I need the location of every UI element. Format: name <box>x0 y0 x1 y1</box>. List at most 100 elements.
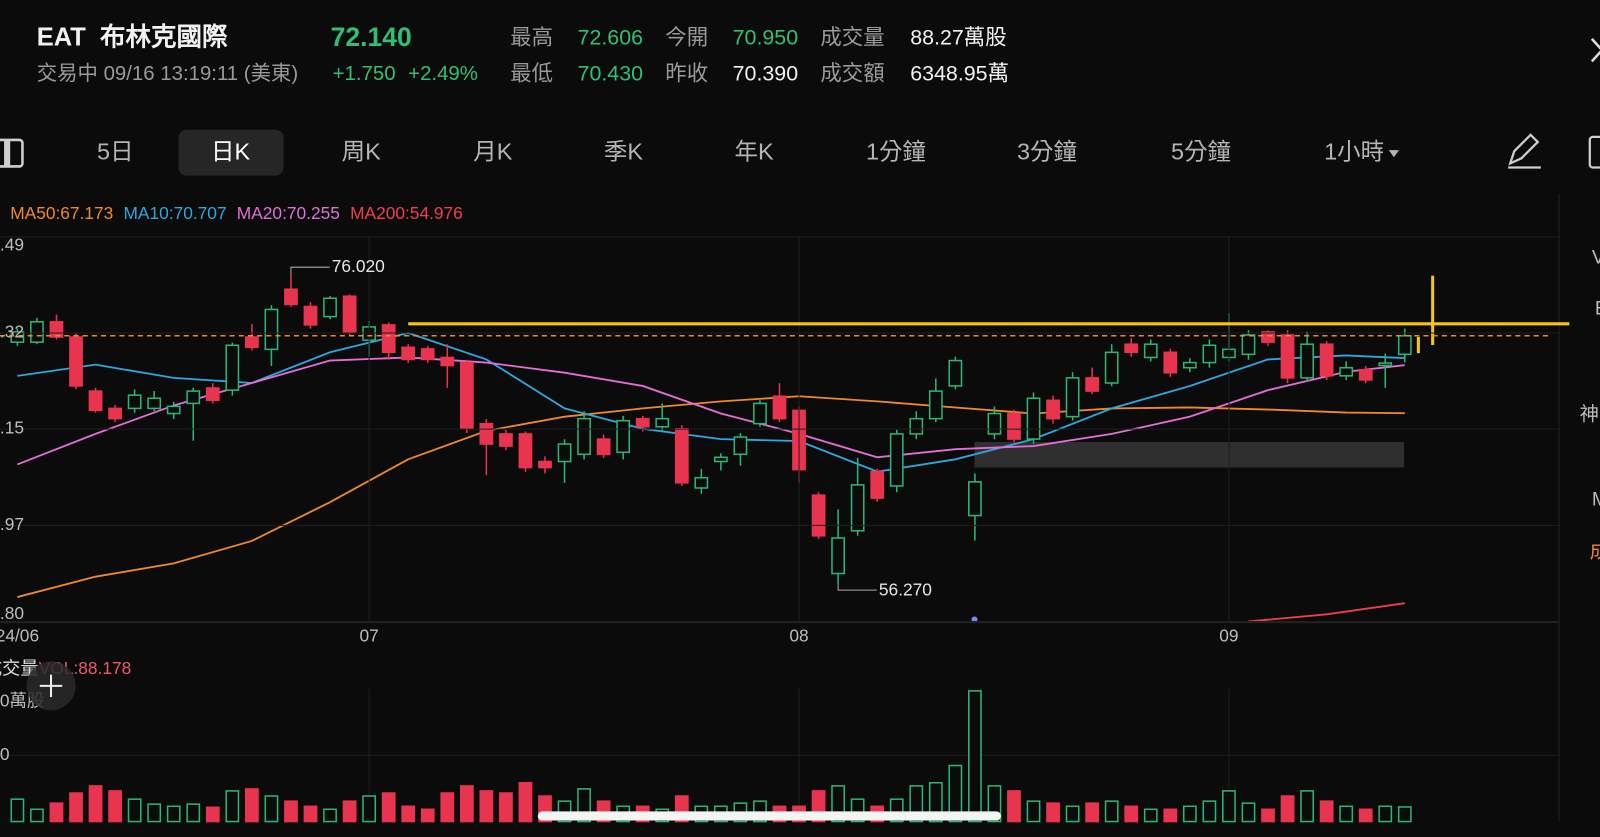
candle-body <box>1378 362 1393 367</box>
candle-body <box>850 484 865 532</box>
candle-body <box>244 336 259 349</box>
stat-value: 70.390 <box>733 61 799 85</box>
candle-body <box>674 428 689 484</box>
timeframe-tab[interactable]: 月K <box>473 138 512 164</box>
side-label: V <box>1592 246 1600 268</box>
legend-entry: MA20:70.255 <box>237 203 340 223</box>
volume-bar <box>1065 805 1080 823</box>
candle-body <box>753 402 767 425</box>
volume-bar <box>166 805 181 823</box>
candle-body <box>831 537 846 575</box>
stat-label: 最高 <box>510 26 553 50</box>
ma-line <box>17 395 1405 598</box>
add-indicator[interactable] <box>26 661 76 711</box>
close-icon[interactable] <box>1590 38 1600 63</box>
volume-bar <box>225 790 240 823</box>
volume-bar <box>1163 808 1178 823</box>
volume-bar <box>362 795 377 823</box>
volume-bar <box>1007 790 1021 823</box>
y-tick-label: 66.15 <box>0 418 24 438</box>
volume-bar <box>323 808 337 823</box>
volume-bar <box>440 792 455 823</box>
volume-bar <box>10 798 25 823</box>
volume-bar <box>127 798 142 823</box>
candle-body <box>928 390 943 420</box>
volume-bar <box>1358 808 1373 823</box>
volume-bar <box>284 800 298 823</box>
timeframe-tab[interactable]: 周K <box>342 138 381 164</box>
candle-body <box>401 346 416 361</box>
active-tab-bg <box>178 129 284 176</box>
volume-bar <box>1124 805 1139 823</box>
dropdown-caret[interactable] <box>1388 150 1399 158</box>
candle-body <box>1163 351 1178 374</box>
volume-bar <box>459 785 474 823</box>
volume-bar <box>968 690 982 823</box>
timeframe-tab[interactable]: 3分鐘 <box>1017 138 1077 164</box>
stat-value: 70.950 <box>733 26 799 50</box>
candle-body <box>284 288 298 306</box>
candle-body <box>538 460 552 469</box>
candle-body <box>459 361 474 430</box>
candle-body <box>694 476 709 489</box>
volume-title: 成交量 <box>0 657 39 678</box>
volume-bar <box>1397 806 1412 823</box>
company-name: 布林克國際 <box>100 23 228 52</box>
y-tick-label: 59.97 <box>0 514 24 534</box>
timeframe-tab[interactable]: 日K <box>211 138 250 164</box>
volume-bar <box>303 805 318 823</box>
volume-bar <box>244 788 259 823</box>
volume-bar <box>1104 800 1119 823</box>
candle-body <box>1202 344 1217 364</box>
candle-body <box>205 387 220 402</box>
candle-body <box>108 407 122 420</box>
candle-body <box>596 438 611 456</box>
volume-bar <box>186 803 201 823</box>
volume-bar <box>264 795 279 823</box>
x-tick-label: 08 <box>789 625 808 645</box>
candle-body <box>1007 412 1021 440</box>
candle-body <box>69 336 83 387</box>
candle-body <box>49 321 64 338</box>
candle-body <box>1397 335 1412 356</box>
draw-icon[interactable] <box>1508 133 1541 169</box>
settings-icon[interactable] <box>1588 135 1600 169</box>
candle-body <box>948 359 963 387</box>
volume-bar <box>479 790 494 823</box>
volume-bar <box>499 792 513 823</box>
candle-body <box>440 356 455 367</box>
candle-body <box>147 397 162 410</box>
change: +1.750 <box>333 63 396 85</box>
candle-body <box>1319 343 1334 377</box>
annotation-leader <box>837 583 877 591</box>
timeframe-tab[interactable]: 1小時 <box>1324 138 1384 164</box>
legend-entry: MA50:67.173 <box>10 203 113 223</box>
candle-body <box>1065 377 1080 418</box>
legend-entry: MA200:54.976 <box>350 203 463 223</box>
volume-bar <box>147 803 162 823</box>
candle-body <box>1358 368 1373 381</box>
stat-value: 88.27萬股 <box>910 26 1006 50</box>
x-tick-label: 07 <box>359 625 378 645</box>
candle-body <box>616 419 631 454</box>
volume-bar <box>1046 802 1060 823</box>
layout-icon[interactable] <box>0 138 24 168</box>
y-tick-label: 78.49 <box>0 235 24 255</box>
candle-body <box>1261 331 1275 343</box>
candle-body <box>577 417 591 456</box>
symbol: EAT <box>37 24 87 52</box>
timeframe-tab[interactable]: 1分鐘 <box>866 138 926 164</box>
candle-body <box>733 436 748 456</box>
volume-bar <box>1378 805 1393 823</box>
candle-body <box>186 390 201 405</box>
candle-body <box>1339 366 1354 377</box>
timeframe-tab[interactable]: 5日 <box>97 138 134 164</box>
timeframe-tab[interactable]: 5分鐘 <box>1171 138 1231 164</box>
candle-body <box>127 394 142 410</box>
status: 交易中 09/16 13:19:11 (美東) <box>37 62 298 85</box>
timeframe-tab[interactable]: 季K <box>604 138 643 164</box>
timeframe-tab[interactable]: 年K <box>735 138 774 164</box>
volume-bar <box>69 792 83 823</box>
volume-bar <box>948 764 963 823</box>
